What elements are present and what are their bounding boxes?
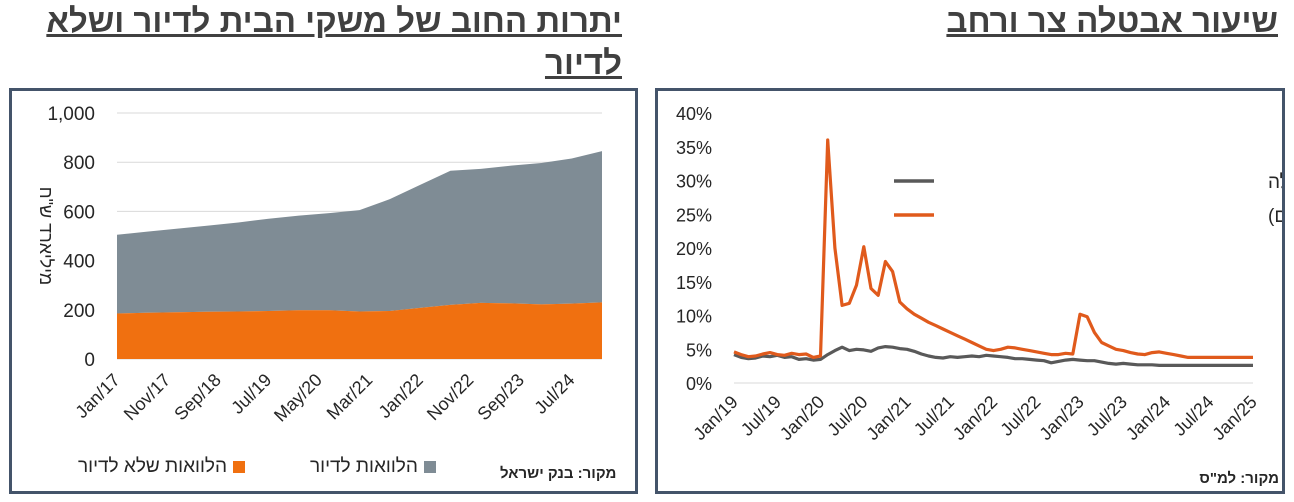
y-tick-label: 200	[63, 301, 95, 322]
y-tick-label: 10%	[676, 307, 712, 327]
x-tick-label: May/20	[270, 370, 326, 426]
area-nonhousing-loans	[117, 302, 602, 359]
y-axis-label: מיליארד ש"ח	[36, 187, 56, 286]
x-tick-label: Jan/25	[1208, 392, 1260, 444]
right-source-note: מקור: למ"ס	[1199, 470, 1279, 487]
x-tick-label: Jan/21	[862, 392, 914, 444]
left-source-note: מקור: בנק ישראל	[500, 465, 617, 482]
x-tick-label: Sep/18	[170, 370, 224, 424]
y-tick-label: 0	[84, 350, 95, 371]
x-tick-label: Jan/22	[375, 370, 427, 422]
x-tick-label: Nov/17	[120, 370, 174, 424]
right-chart-title: שיעור אבטלה צר ורחב	[946, 2, 1278, 39]
debt-chart-panel: 0 200 400 600 800 1,000 Jan/17 Nov/17 Sep/18 Jul/…	[9, 88, 638, 494]
y-tick-label: 400	[63, 252, 95, 273]
unemployment-chart-panel: 0% 5% 10% 15% 20% 25% 30% 35% 40% שיעור אבטלה שיעו…	[655, 88, 1294, 494]
x-tick-label: Jan/24	[1122, 392, 1174, 444]
legend-nonhousing-swatch	[233, 461, 246, 473]
y-tick-label: 15%	[676, 273, 712, 293]
y-tick-label: 40%	[676, 104, 712, 124]
line-unemployment	[733, 345, 1253, 367]
y-tick-label: 600	[63, 202, 95, 223]
y-tick-label: 5%	[686, 340, 712, 360]
x-tick-label: Jul/19	[227, 370, 275, 418]
y-tick-label: 25%	[676, 205, 712, 225]
legend-unemployment-label: שיעור אבטלה	[1268, 172, 1282, 193]
legend-housing-label: הלוואות לדיור	[310, 456, 418, 477]
legend-broad-label: שיעור אבטלה רחב (כולל חל"תים)	[1268, 206, 1282, 227]
unemployment-line-chart: 0% 5% 10% 15% 20% 25% 30% 35% 40% שיעור אבטלה שיעו…	[676, 104, 1294, 444]
y-tick-label: 35%	[676, 138, 712, 158]
x-tick-label: Sep/23	[474, 370, 528, 424]
legend-nonhousing: הלוואות שלא לדיור	[78, 456, 246, 478]
legend-housing: הלוואות לדיור	[310, 456, 436, 478]
y-tick-label: 30%	[676, 172, 712, 192]
y-tick-label: 800	[63, 153, 95, 174]
x-tick-label: Jan/19	[689, 392, 741, 444]
area-housing-loans	[117, 151, 602, 314]
y-tick-label: 0%	[686, 374, 712, 394]
legend-housing-swatch	[423, 461, 436, 473]
x-tick-label: Jan/23	[1035, 392, 1087, 444]
line-broad-unemployment	[733, 138, 1253, 359]
x-tick-label: Jan/20	[776, 392, 828, 444]
legend-nonhousing-label: הלוואות שלא לדיור	[78, 456, 228, 477]
x-tick-label: Nov/22	[423, 370, 477, 424]
y-tick-label: 1,000	[47, 104, 95, 125]
left-chart-title: יתרות החוב של משקי הבית לדיור ושלא לדיור	[46, 2, 622, 81]
x-tick-label: Jan/22	[949, 392, 1001, 444]
x-tick-label: Jul/24	[530, 370, 578, 418]
y-tick-label: 20%	[676, 239, 712, 259]
x-tick-label: Mar/21	[323, 370, 377, 424]
x-tick-label: Jan/17	[71, 370, 123, 422]
